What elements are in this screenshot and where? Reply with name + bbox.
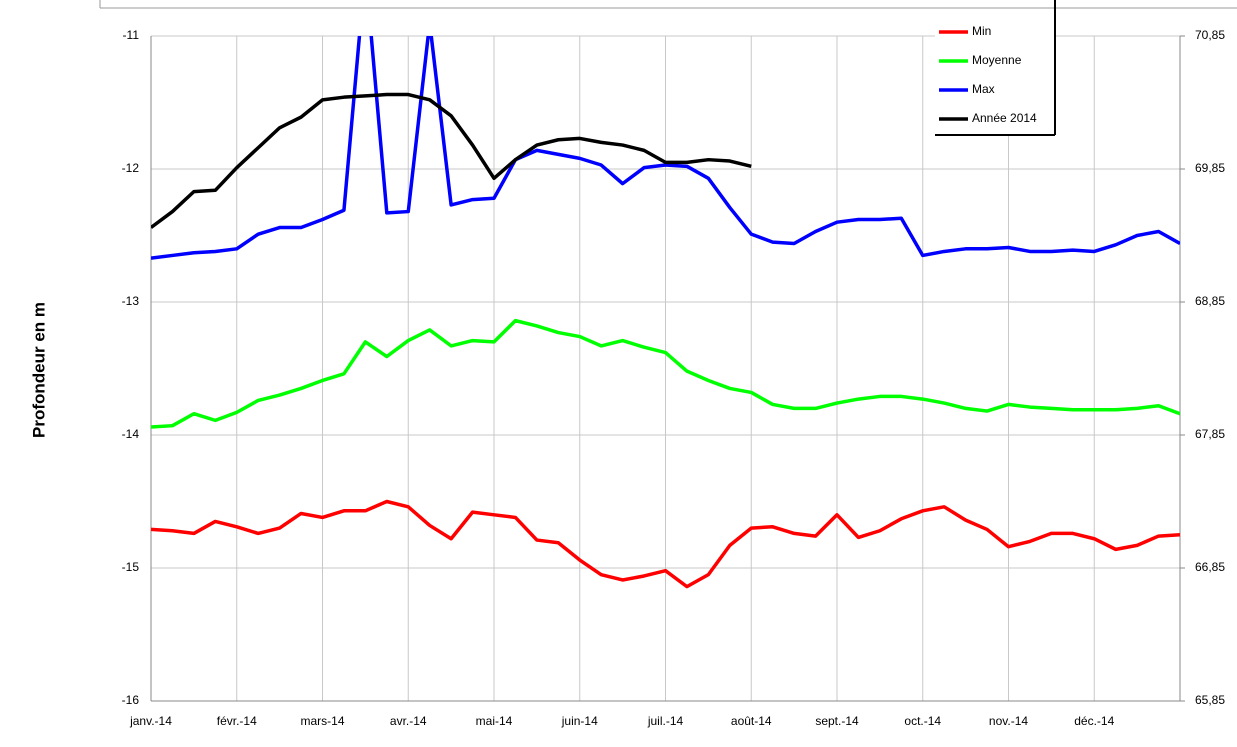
y-tick-label: -12 bbox=[122, 161, 140, 175]
series-line bbox=[151, 499, 1180, 589]
y2-tick-label: 68,85 bbox=[1195, 294, 1225, 308]
x-tick-label: déc.-14 bbox=[1074, 714, 1114, 728]
legend-label: Max bbox=[972, 82, 995, 96]
x-tick-label: mai-14 bbox=[476, 714, 513, 728]
plot-area bbox=[151, 36, 1180, 589]
x-tick-label: juin-14 bbox=[561, 714, 598, 728]
x-tick-label: févr.-14 bbox=[217, 714, 257, 728]
y2-tick-label: 66,85 bbox=[1195, 560, 1225, 574]
y2-tick-label: 65,85 bbox=[1195, 693, 1225, 707]
series-line bbox=[151, 36, 1180, 260]
legend-box bbox=[935, 18, 1055, 135]
y-tick-label: -16 bbox=[122, 693, 140, 707]
y2-tick-label: 67,85 bbox=[1195, 427, 1225, 441]
y2-tick-label: 69,85 bbox=[1195, 161, 1225, 175]
legend-label: Moyenne bbox=[972, 53, 1022, 67]
series-line bbox=[151, 92, 752, 229]
y-axis-title: Profondeur en m bbox=[29, 302, 48, 438]
x-tick-label: mars-14 bbox=[300, 714, 344, 728]
y-tick-label: -14 bbox=[122, 427, 140, 441]
x-tick-label: nov.-14 bbox=[989, 714, 1028, 728]
x-tick-label: oct.-14 bbox=[904, 714, 941, 728]
legend-label: Min bbox=[972, 24, 991, 38]
y-tick-label: -13 bbox=[122, 294, 140, 308]
x-tick-label: avr.-14 bbox=[390, 714, 427, 728]
y2-tick-label: 70,85 bbox=[1195, 28, 1225, 42]
legend-label: Année 2014 bbox=[972, 111, 1037, 125]
x-tick-label: juil.-14 bbox=[647, 714, 684, 728]
x-tick-label: août-14 bbox=[731, 714, 772, 728]
y-tick-label: -15 bbox=[122, 560, 140, 574]
x-tick-label: janv.-14 bbox=[129, 714, 172, 728]
series-line bbox=[151, 318, 1180, 429]
x-tick-label: sept.-14 bbox=[815, 714, 859, 728]
y-tick-label: -11 bbox=[123, 28, 140, 42]
